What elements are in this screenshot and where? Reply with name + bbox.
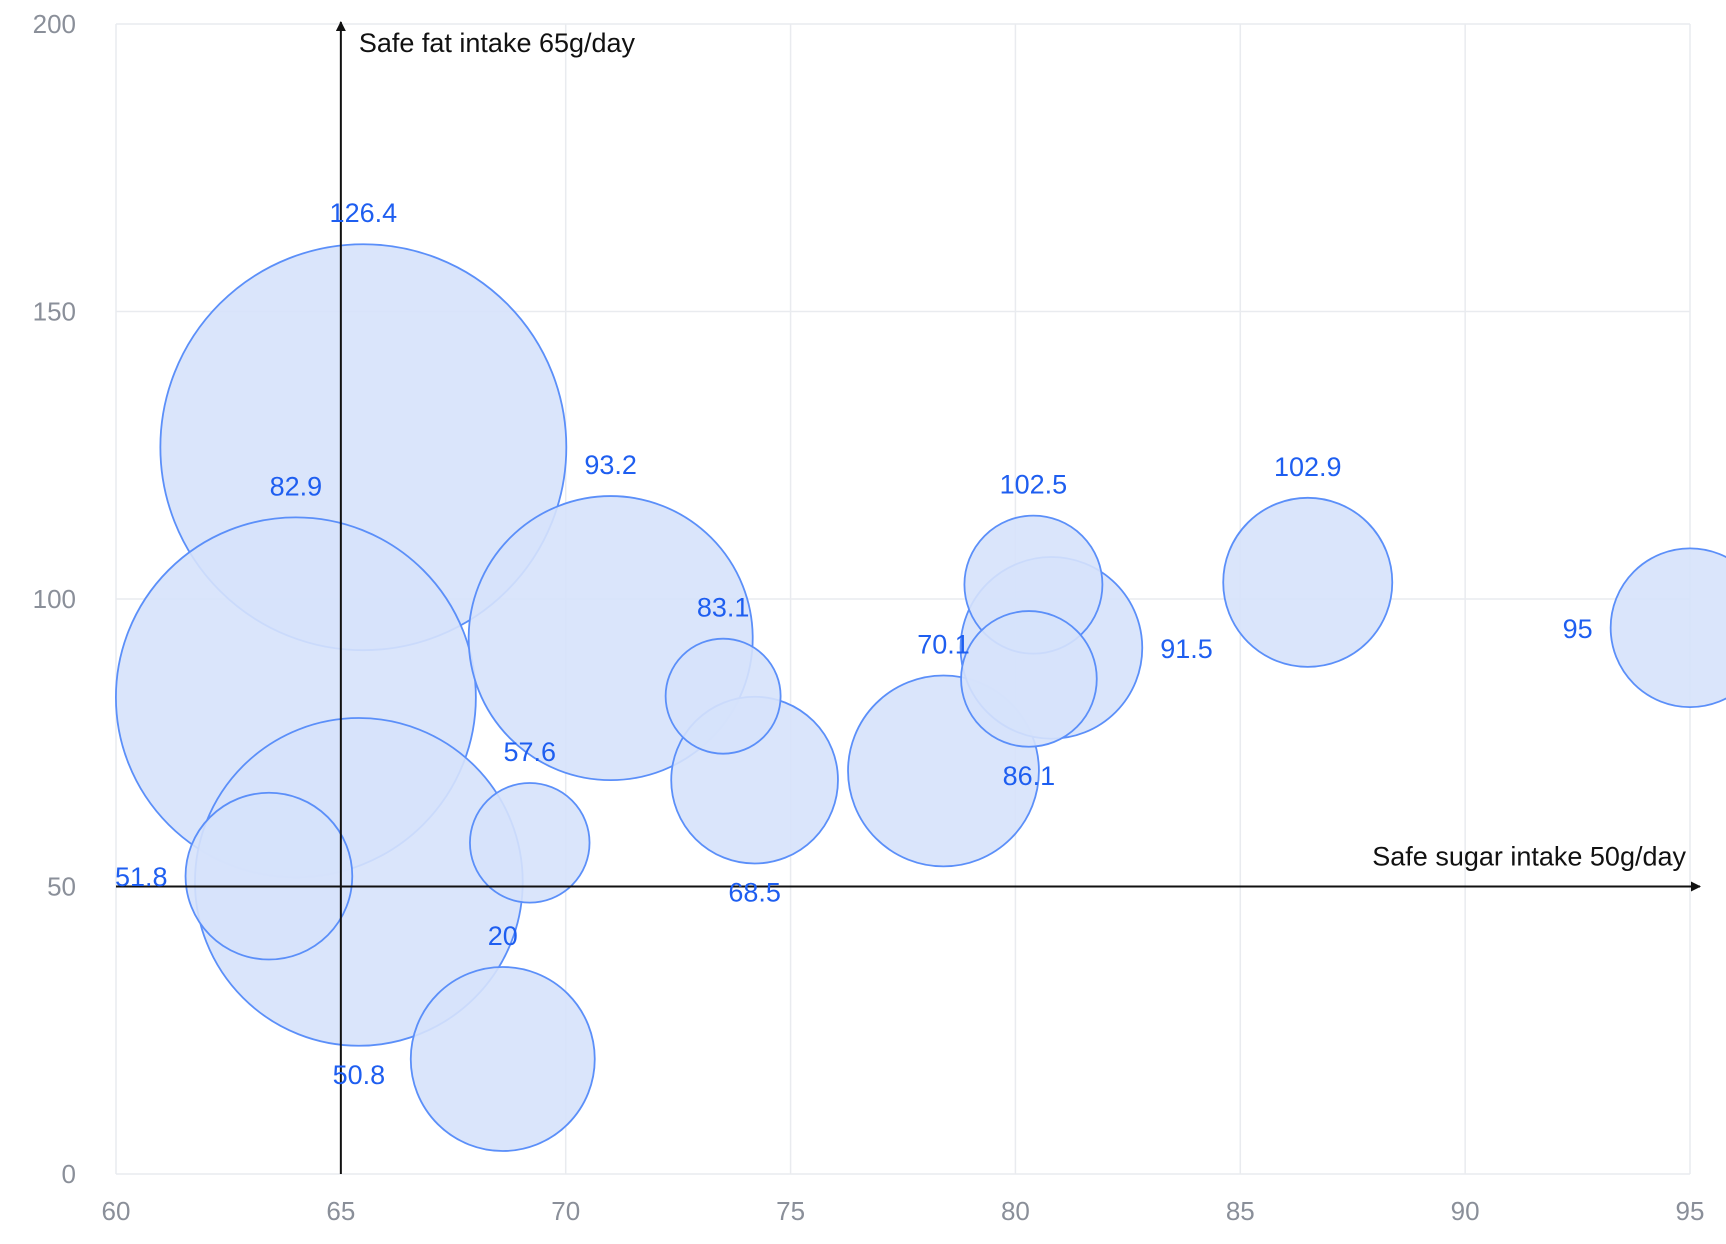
x-tick-label: 70: [551, 1196, 580, 1226]
x-tick-label: 60: [102, 1196, 131, 1226]
bubble-point: [469, 782, 591, 904]
bubble-point: [184, 791, 354, 961]
data-label: 68.5: [728, 878, 781, 908]
data-label: 95: [1563, 614, 1593, 644]
x-tick-label: 90: [1451, 1196, 1480, 1226]
y-tick-label: 100: [33, 584, 76, 614]
data-label: 57.6: [503, 737, 556, 767]
reference-label-sugar: Safe sugar intake 50g/day: [1372, 842, 1686, 872]
data-label: 126.4: [330, 198, 398, 228]
y-tick-label: 0: [62, 1159, 76, 1189]
data-label: 102.5: [1000, 470, 1068, 500]
y-tick-label: 50: [47, 872, 76, 902]
data-label: 70.1: [917, 629, 970, 659]
data-label: 51.8: [115, 862, 168, 892]
x-tick-label: 80: [1001, 1196, 1030, 1226]
bubbles: [115, 243, 1726, 1152]
x-tick-label: 75: [776, 1196, 805, 1226]
x-tick-label: 95: [1676, 1196, 1705, 1226]
reference-lines: Safe fat intake 65g/day Safe sugar intake…: [116, 21, 1701, 1174]
axes: 60 65 70 75 80 85 90 95 0 50 100 150 200: [33, 9, 1705, 1226]
bubble-point: [1609, 547, 1726, 708]
data-label: 82.9: [270, 471, 323, 501]
data-labels: 95 102.9 91.5 102.5 86.1 70.1 68.5 83.1 93.2 57.6…: [115, 198, 1593, 1090]
bubble-point: [409, 966, 596, 1152]
data-label: 93.2: [584, 450, 637, 480]
data-label: 20: [488, 921, 518, 951]
data-label: 102.9: [1274, 452, 1342, 482]
y-tick-label: 150: [33, 297, 76, 327]
bubble-point: [960, 610, 1098, 748]
x-tick-label: 85: [1226, 1196, 1255, 1226]
data-label: 91.5: [1160, 634, 1213, 664]
data-label: 50.8: [333, 1060, 386, 1090]
bubble-point: [664, 637, 782, 755]
reference-label-fat: Safe fat intake 65g/day: [359, 28, 636, 58]
data-label: 83.1: [697, 593, 750, 623]
x-tick-label: 65: [326, 1196, 355, 1226]
y-tick-label: 200: [33, 9, 76, 39]
bubble-point: [1222, 496, 1394, 668]
data-label: 86.1: [1003, 761, 1056, 791]
